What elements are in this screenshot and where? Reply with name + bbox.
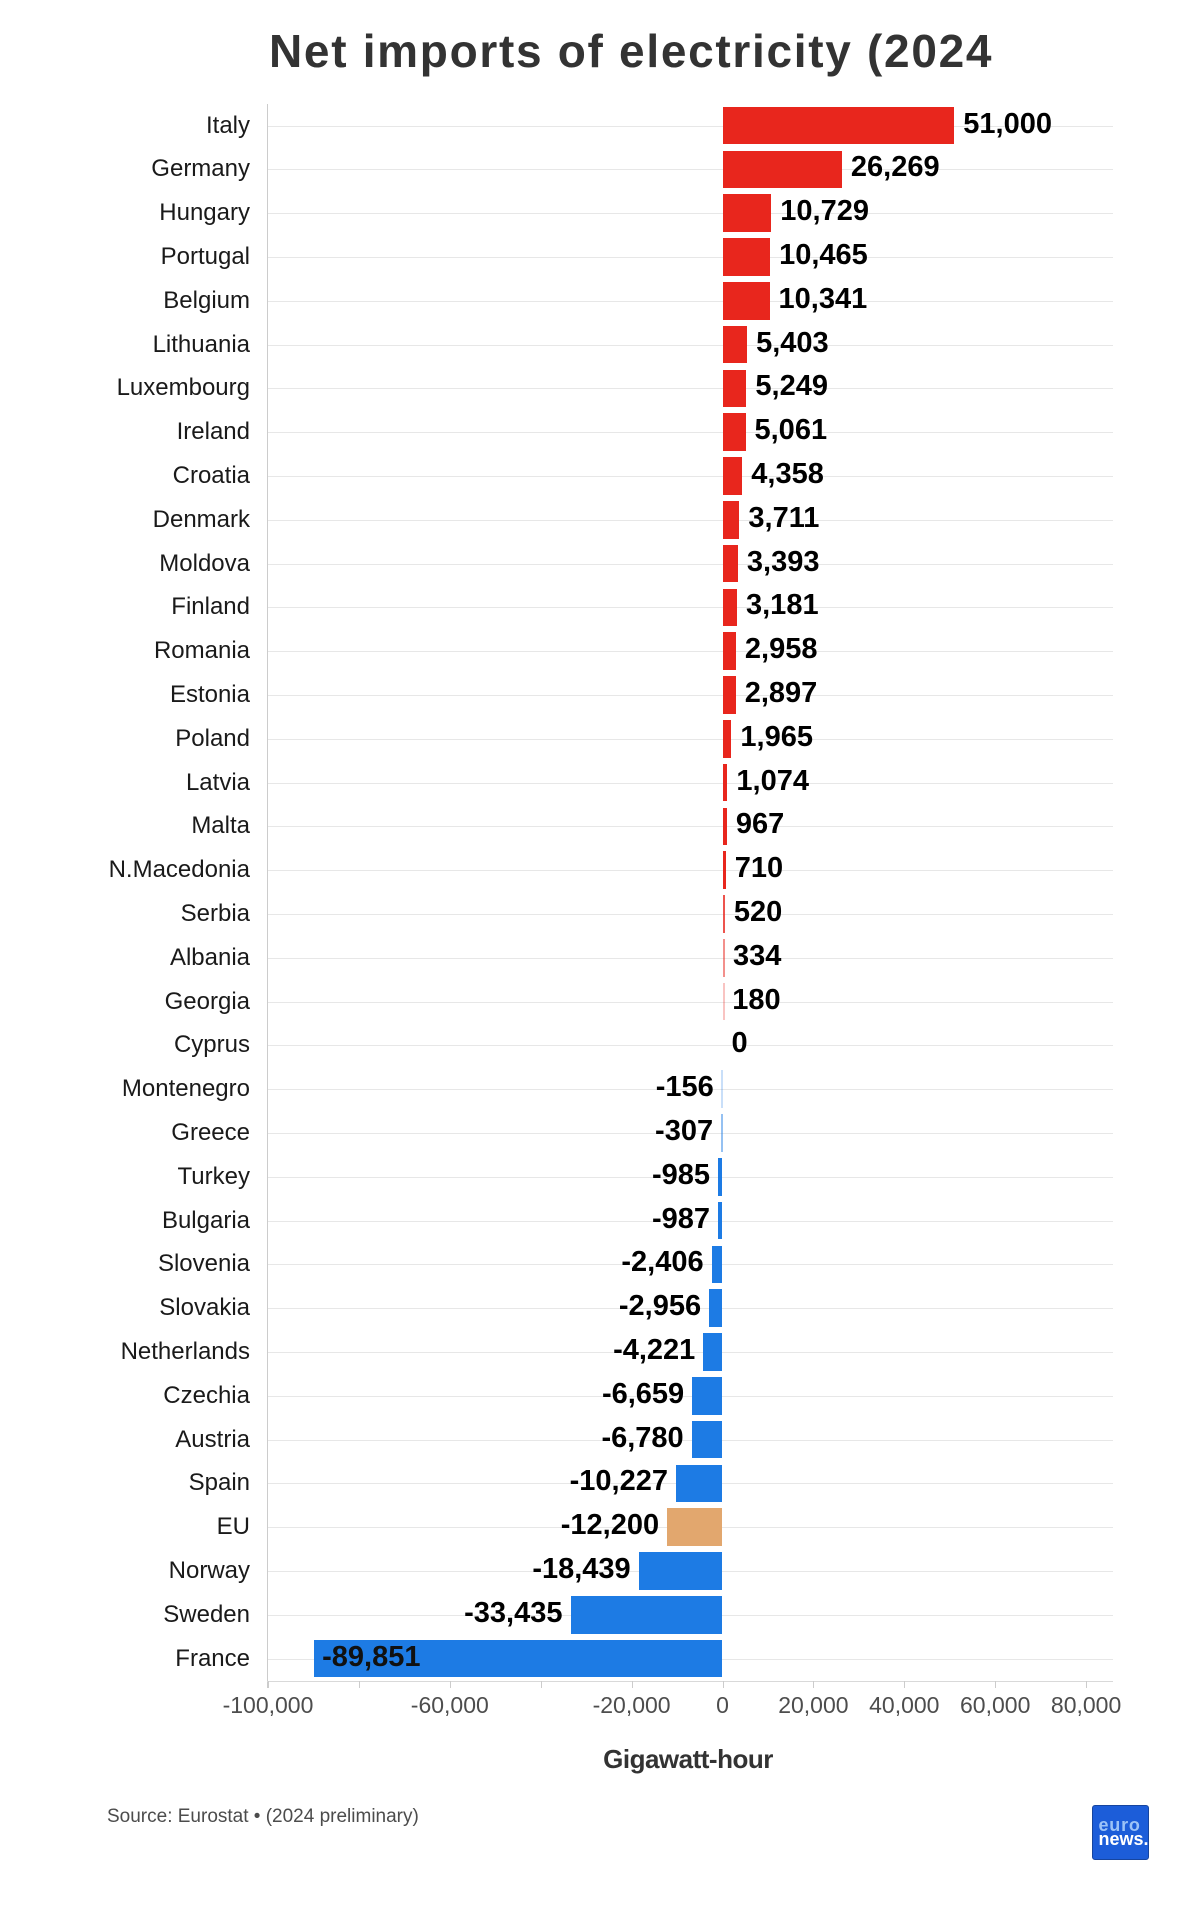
svg-text:news.: news. — [1099, 1829, 1149, 1849]
svg-text:euro: euro — [1099, 1815, 1141, 1835]
